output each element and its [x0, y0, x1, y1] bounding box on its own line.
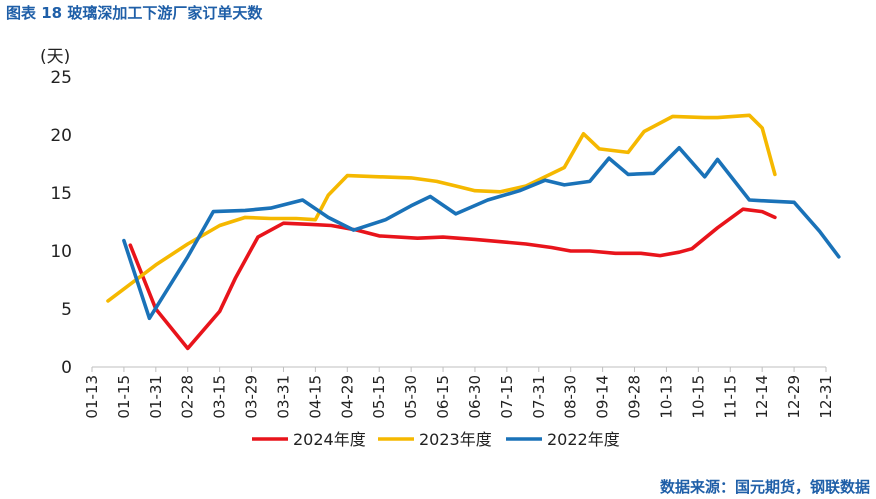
- x-tick-label: 09-14: [594, 375, 612, 419]
- y-tick-label: 25: [50, 68, 72, 88]
- y-axis-unit-label: (天): [40, 47, 71, 67]
- data-source-note: 数据来源：国元期货，钢联数据: [659, 478, 870, 496]
- x-tick-label: 07-31: [530, 375, 548, 419]
- y-tick-labels: 0 5 10 15 20 25: [50, 68, 72, 378]
- x-tick-label: 08-30: [562, 375, 580, 419]
- figure-title: 图表 18 玻璃深加工下游厂家订单天数: [6, 4, 263, 22]
- series-line-1: [128, 207, 777, 351]
- y-tick-label: 20: [50, 126, 72, 146]
- axes: [91, 366, 827, 372]
- y-tick-label: 15: [50, 184, 72, 204]
- x-tick-label: 04-15: [306, 375, 324, 419]
- x-tick-label: 01-31: [147, 375, 165, 419]
- x-tick-label: 12-29: [785, 375, 803, 419]
- x-tick-label: 02-28: [179, 375, 197, 419]
- x-tick-label: 01-13: [83, 375, 101, 419]
- x-tick-label: 05-15: [370, 375, 388, 419]
- series-lines: [106, 113, 841, 351]
- x-tick-label: 01-15: [115, 375, 133, 419]
- x-tick-label: 10-13: [657, 375, 675, 419]
- x-tick-label: 06-30: [466, 375, 484, 419]
- x-tick-label: 11-15: [721, 375, 739, 419]
- legend-label: 2022年度: [547, 430, 620, 449]
- series-line-2: [106, 113, 777, 303]
- x-tick-label: 10-15: [689, 375, 707, 419]
- y-tick-label: 10: [50, 242, 72, 262]
- x-tick-label: 09-28: [626, 375, 644, 419]
- x-tick-label: 03-29: [243, 375, 261, 419]
- x-tick-label: 03-15: [211, 375, 229, 419]
- legend: 2024年度 2023年度 2022年度: [252, 430, 620, 449]
- legend-label: 2024年度: [293, 430, 366, 449]
- legend-label: 2023年度: [419, 430, 492, 449]
- x-tick-label: 03-31: [274, 375, 292, 419]
- x-tick-labels: 01-13 01-15 01-31 02-28 03-15 03-29 03-31 04-15…: [83, 375, 835, 419]
- y-tick-label: 5: [61, 300, 72, 320]
- y-tick-label: 0: [61, 358, 72, 378]
- x-tick-label: 07-15: [498, 375, 516, 419]
- x-tick-label: 05-30: [402, 375, 420, 419]
- x-tick-label: 12-14: [753, 375, 771, 419]
- series-line-3: [122, 146, 841, 321]
- x-tick-label: 12-31: [817, 375, 835, 419]
- x-tick-label: 04-29: [338, 375, 356, 419]
- x-tick-label: 06-15: [434, 375, 452, 419]
